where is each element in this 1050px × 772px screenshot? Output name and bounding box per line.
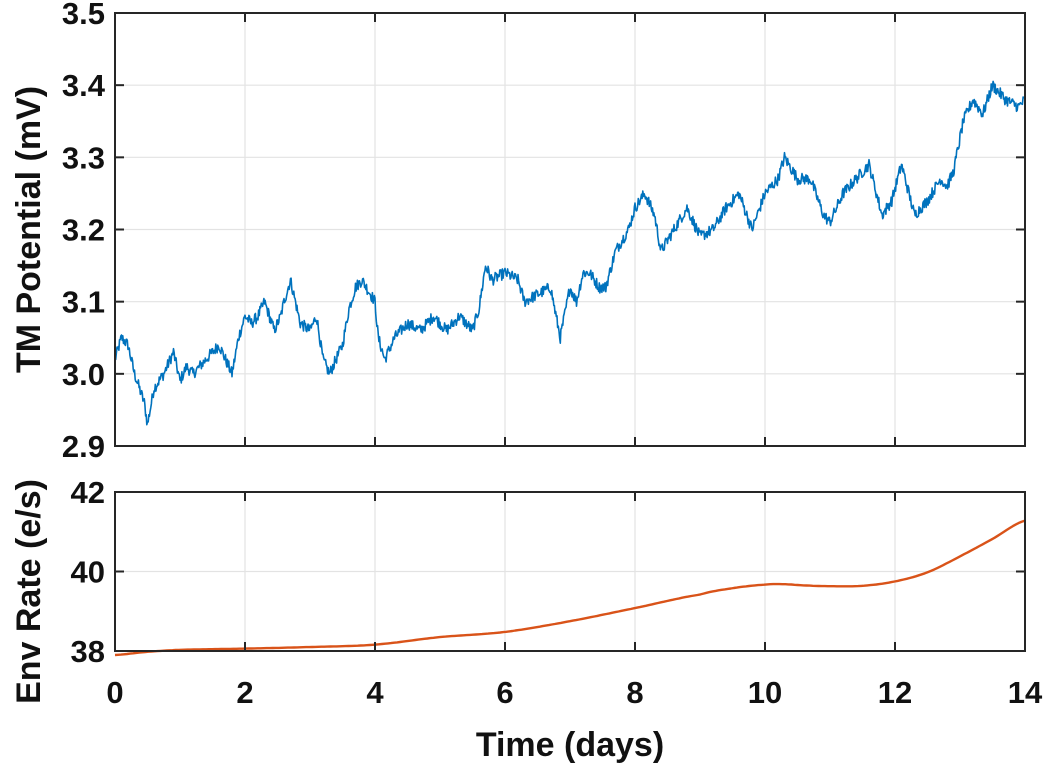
bottom-y-axis-label: Env Rate (e/s) [10, 479, 48, 704]
y-tick-label: 3.3 [62, 140, 105, 175]
env-rate-line [114, 519, 1026, 657]
x-tick-label: 6 [496, 675, 513, 710]
top-grid [114, 12, 1026, 447]
bottom-panel: 38 40 42 0 2 4 6 8 10 12 14 Env Rate (e/s) Time (… [10, 475, 1043, 764]
top-y-tick-labels: 2.9 3.0 3.1 3.2 3.3 3.4 3.5 [62, 0, 106, 464]
y-tick-label: 3.1 [62, 285, 105, 320]
x-tick-label: 14 [1008, 675, 1043, 710]
top-panel: 2.9 3.0 3.1 3.2 3.3 3.4 3.5 TM Potential (mV) [10, 0, 1026, 464]
y-tick-label: 42 [71, 475, 105, 510]
tm-potential-line [114, 80, 1026, 426]
y-tick-label: 3.0 [62, 357, 105, 392]
x-tick-label: 12 [878, 675, 912, 710]
x-tick-label: 0 [106, 675, 123, 710]
x-tick-label: 2 [236, 675, 253, 710]
x-tick-label: 8 [626, 675, 643, 710]
bottom-grid [114, 491, 1026, 652]
x-tick-label: 4 [366, 675, 384, 710]
bottom-y-tick-labels: 38 40 42 [71, 475, 105, 669]
y-tick-label: 3.5 [62, 0, 105, 31]
x-axis-label: Time (days) [476, 726, 664, 764]
y-tick-label: 40 [71, 555, 105, 590]
top-ticks [114, 12, 1026, 447]
bottom-ticks [114, 491, 1026, 652]
y-tick-label: 3.2 [62, 213, 105, 248]
x-tick-labels: 0 2 4 6 8 10 12 14 [106, 675, 1043, 710]
y-tick-label: 2.9 [62, 429, 105, 464]
x-tick-label: 10 [748, 675, 782, 710]
y-tick-label: 38 [71, 634, 105, 669]
y-tick-label: 3.4 [62, 68, 106, 103]
top-y-axis-label: TM Potential (mV) [10, 86, 48, 373]
